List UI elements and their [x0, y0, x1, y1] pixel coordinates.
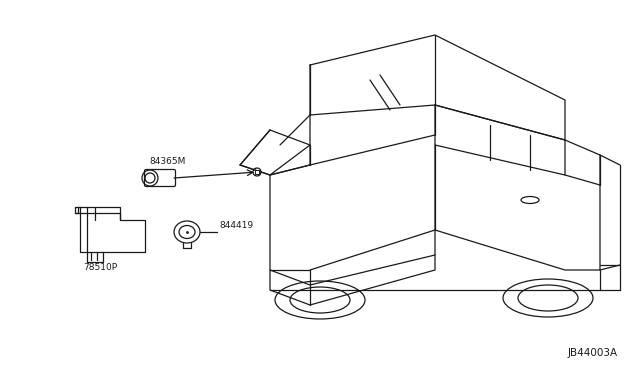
Text: 84365M: 84365M	[149, 157, 186, 166]
Text: 78510P: 78510P	[83, 263, 117, 272]
Text: JB44003A: JB44003A	[568, 348, 618, 358]
Text: 844419: 844419	[219, 221, 253, 230]
